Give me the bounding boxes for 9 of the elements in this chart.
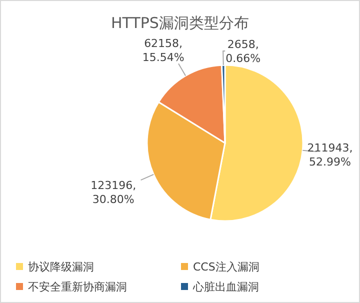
legend-label: 协议降级漏洞 xyxy=(28,260,94,274)
data-label: 62158, 15.54% xyxy=(142,37,184,64)
data-label: 2658, 0.66% xyxy=(226,38,261,66)
data-label: 123196, 30.80% xyxy=(90,179,136,206)
chart-title: HTTPS漏洞类型分布 xyxy=(111,14,249,32)
legend-label: CCS注入漏洞 xyxy=(193,260,260,274)
legend-label: 心脏出血漏洞 xyxy=(192,280,259,294)
legend-label: 不安全重新协商漏洞 xyxy=(28,280,127,294)
data-label: 211943, 52.99% xyxy=(307,141,353,168)
